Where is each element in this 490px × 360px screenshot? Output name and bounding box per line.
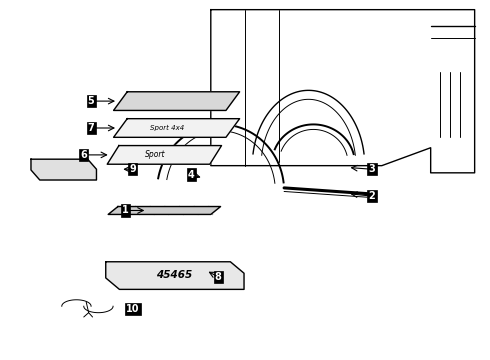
Polygon shape (31, 159, 97, 180)
Polygon shape (211, 10, 475, 173)
Text: Sport: Sport (145, 150, 165, 159)
Text: 2: 2 (368, 191, 375, 201)
Polygon shape (107, 145, 221, 164)
Text: 10: 10 (126, 304, 139, 314)
Text: 7: 7 (88, 123, 95, 133)
Text: Sport 4x4: Sport 4x4 (150, 125, 184, 131)
Polygon shape (114, 119, 240, 137)
Text: 45465: 45465 (155, 270, 192, 280)
Polygon shape (108, 207, 220, 215)
Polygon shape (114, 92, 240, 111)
Polygon shape (106, 262, 244, 289)
Text: 5: 5 (88, 96, 95, 106)
Text: 3: 3 (368, 164, 375, 174)
Text: 9: 9 (129, 164, 136, 174)
Text: 4: 4 (188, 170, 195, 180)
Text: 6: 6 (80, 150, 87, 160)
Text: 1: 1 (122, 206, 129, 216)
Text: 8: 8 (215, 272, 221, 282)
